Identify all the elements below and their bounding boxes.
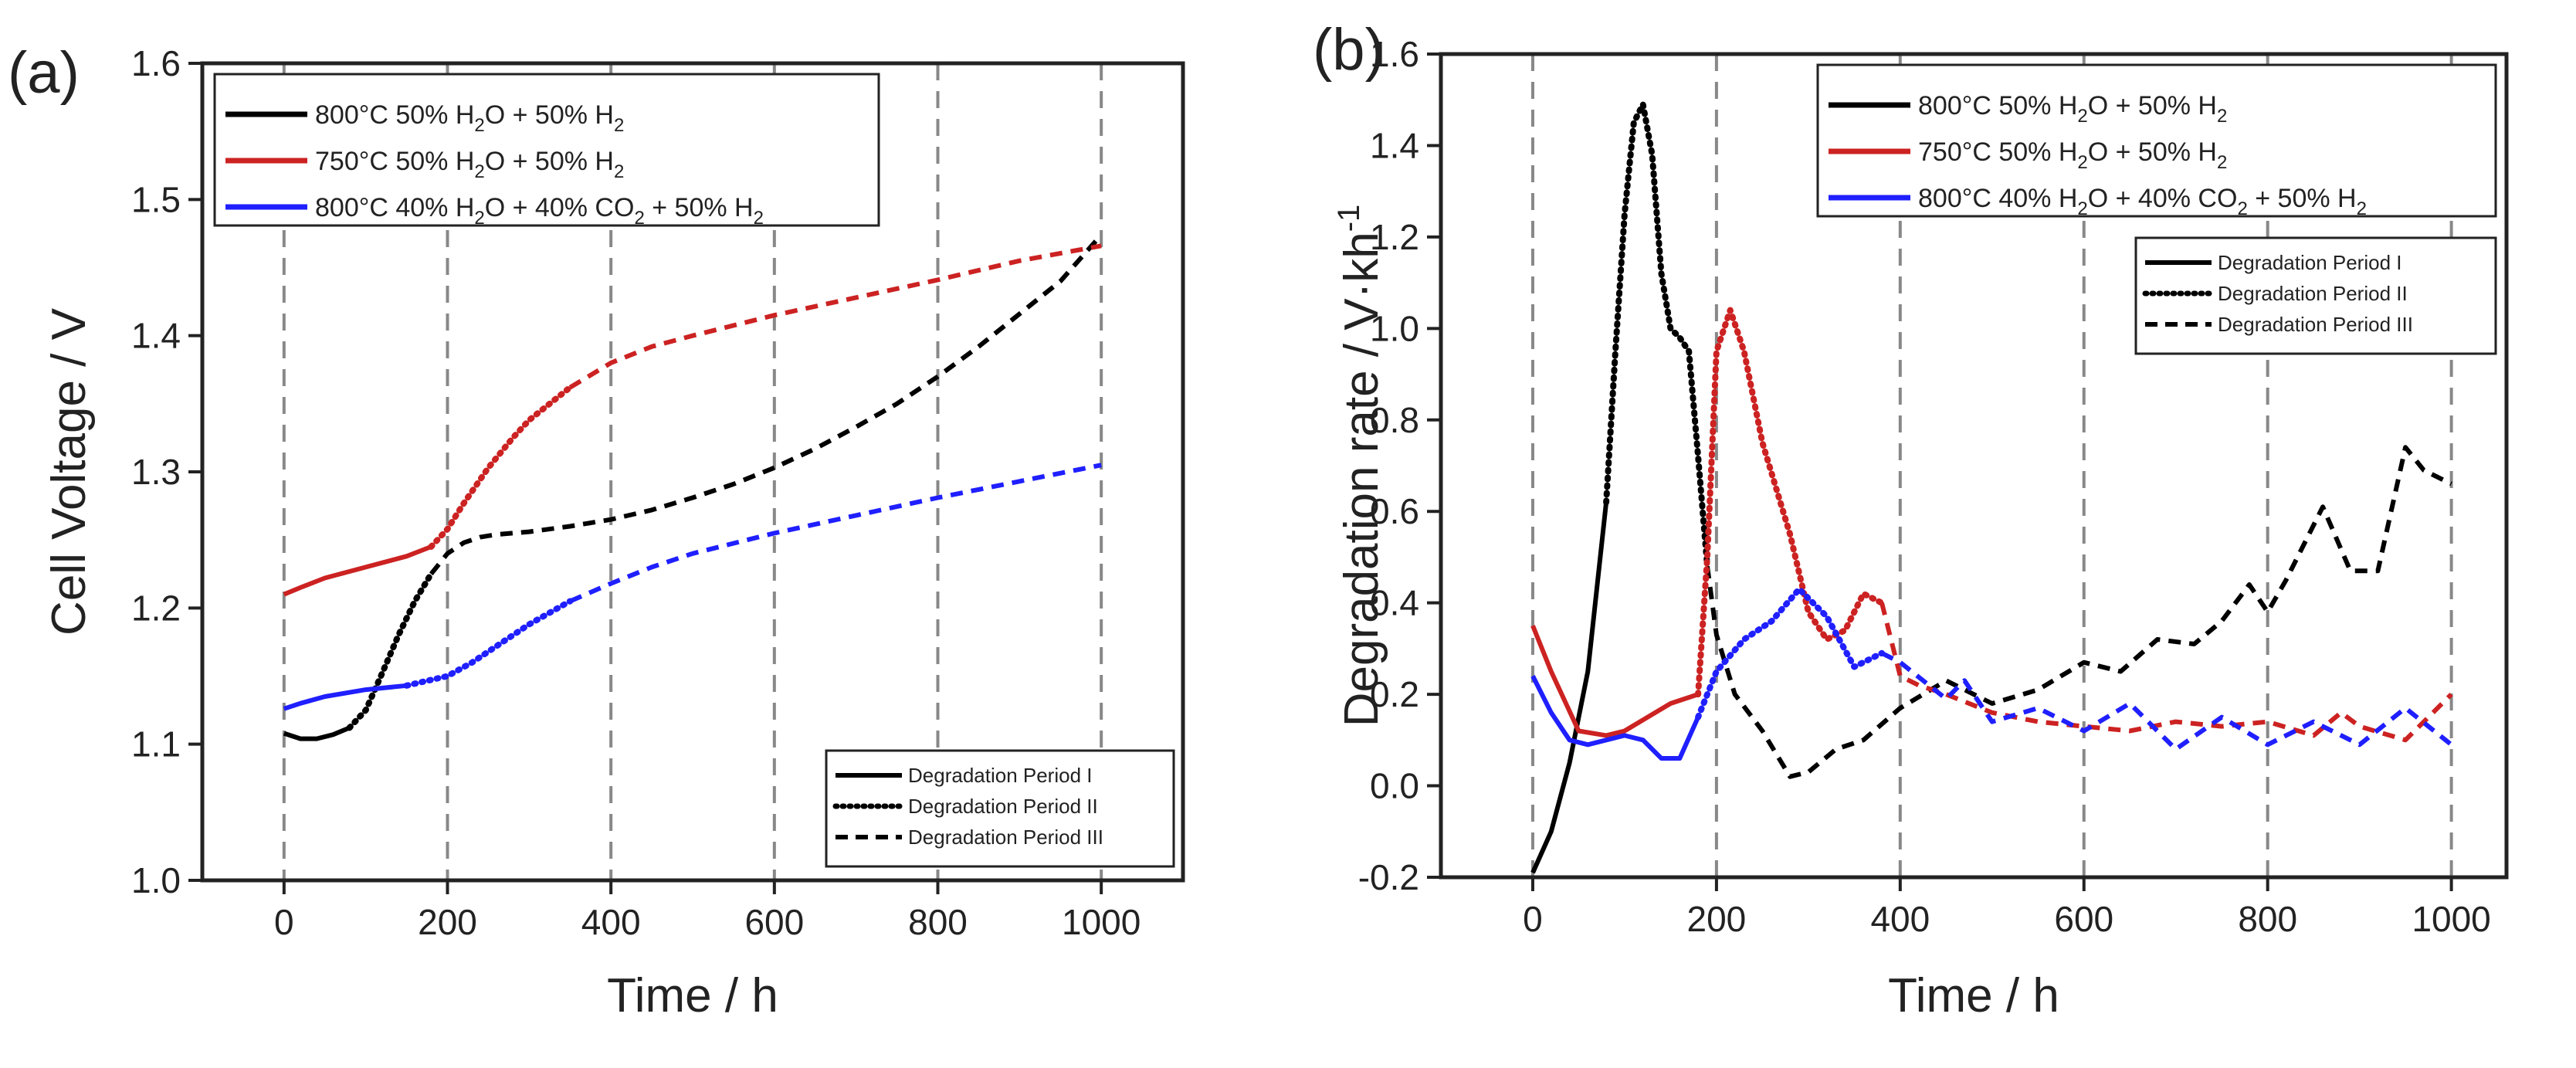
legend-b-period-1: Degradation Period I [2218,251,2401,274]
a-y-tick-label: 1.2 [131,588,181,628]
legend-entry-800c-h2o: 800°C 50% H2O + 50% H2 [315,100,624,136]
a-series-2-period-3 [569,463,1102,604]
panel-b-x-axis-title: Time / h [1888,969,2059,1022]
panel-b-plot-frame [1439,52,2509,880]
panel-b-series [1530,101,2453,874]
b-series-0-period-3 [1705,445,2452,779]
a-x-tick-label: 200 [418,902,477,942]
a-series-0-period-3 [429,233,1103,576]
b-x-tick-label: 0 [1523,899,1543,939]
a-y-tick-label: 1.6 [131,43,181,83]
b-series-1-period-1 [1530,625,1700,738]
b-y-tick-label: 1.2 [1370,217,1419,257]
panel-a-legend: 800°C 50% H2O + 50% H2 750°C 50% H2O + 5… [213,73,880,229]
panel-a-gridlines [282,63,1103,880]
a-y-tick-label: 1.0 [131,860,181,900]
legend-entry-800c-co2: 800°C 40% H2O + 40% CO2 + 50% H2 [315,193,764,229]
legend-b-entry-800c-co2: 800°C 40% H2O + 40% CO2 + 50% H2 [1918,184,2367,219]
b-y-tick-label: 1.0 [1370,308,1419,348]
panel-a-legend-box [213,73,880,227]
b-series-1-period-3 [1879,602,2453,743]
legend-b-entry-800c-h2o: 800°C 50% H2O + 50% H2 [1918,91,2227,127]
a-y-tick-label: 1.1 [131,724,181,765]
b-series-0-period-2 [1603,101,1710,570]
panel-b-period-legend: Degradation Period I Degradation Period … [2134,236,2497,355]
a-y-tick-label: 1.3 [131,452,181,492]
a-series-2-period-1 [283,683,407,711]
legend-period-2: Degradation Period II [908,795,1098,818]
legend-period-3: Degradation Period III [908,826,1103,849]
legend-b-period-3: Degradation Period III [2218,313,2413,336]
a-series-1-period-1 [283,544,432,597]
b-x-tick-label: 600 [2054,899,2113,939]
b-series-2-period-3 [1880,651,2453,752]
panel-a-x-ticks: 0 200 400 600 800 1000 [274,880,1141,942]
b-y-tick-label: 0.0 [1370,766,1419,806]
a-y-tick-label: 1.5 [131,179,181,219]
b-x-tick-label: 400 [1870,899,1930,939]
b-y-tick-label: 0.8 [1370,400,1419,440]
panel-a-label: (a) [8,40,80,106]
b-y-tick-label: 0.2 [1370,674,1419,714]
panel-a-series [283,233,1103,741]
a-series-0-period-2 [346,571,435,731]
panel-a-y-ticks: 1.0 1.1 1.2 1.3 1.4 1.5 1.6 [131,43,202,900]
b-y-tick-label: 1.6 [1370,34,1419,74]
panel-b-legend: 800°C 50% H2O + 50% H2 750°C 50% H2O + 5… [1816,63,2497,219]
legend-b-entry-750c-h2o: 750°C 50% H2O + 50% H2 [1918,137,2227,173]
b-series-1-period-2 [1695,307,1885,698]
panel-a-y-axis-title: Cell Voltage / V [42,307,96,636]
panel-b-legend-box [1816,63,2497,218]
a-series-0-period-1 [283,725,351,741]
panel-b-x-ticks: 0 200 400 600 800 1000 [1523,877,2491,939]
a-series-2-period-2 [403,598,574,689]
panel-a: (a) 0 200 400 600 800 1000 1.0 1.1 1.2 1.3 1.4 1.5… [8,40,1185,1022]
b-x-tick-label: 800 [2238,899,2297,939]
a-y-tick-label: 1.4 [131,316,181,356]
a-x-tick-label: 0 [274,902,294,942]
b-y-tick-label: 0.4 [1370,583,1419,623]
b-x-tick-label: 1000 [2412,899,2490,939]
a-series-1-period-3 [568,243,1102,390]
a-x-tick-label: 1000 [1062,902,1141,942]
a-x-tick-label: 800 [908,902,968,942]
panel-b-label: (b) [1313,17,1385,83]
b-x-tick-label: 200 [1687,899,1747,939]
b-series-2-period-1 [1530,675,1700,761]
legend-entry-750c-h2o: 750°C 50% H2O + 50% H2 [315,147,624,182]
b-y-tick-label: 0.6 [1370,491,1419,531]
b-series-2-period-2 [1695,585,1885,720]
b-y-tick-label: -0.2 [1358,857,1419,897]
panel-a-x-axis-title: Time / h [607,969,778,1022]
a-x-tick-label: 600 [744,902,804,942]
a-x-tick-label: 400 [581,902,641,942]
b-series-0-period-1 [1530,502,1609,874]
b-y-tick-label: 1.4 [1370,125,1419,165]
panel-b-y-axis-title: Degradation rate / V·kh-1 [1332,205,1388,727]
panel-b-y-ticks: -0.2 0.0 0.2 0.4 0.6 0.8 1.0 1.2 1.4 1.6 [1358,34,1441,897]
legend-b-period-2: Degradation Period II [2218,282,2408,305]
a-series-1-period-2 [428,384,574,550]
panel-a-period-legend: Degradation Period I Degradation Period … [825,749,1175,868]
legend-period-1: Degradation Period I [908,764,1092,787]
panel-b: (b) 0 200 400 600 800 1000 -0.2 0.0 0.2 0.4 0.6 0.… [1313,17,2509,1022]
